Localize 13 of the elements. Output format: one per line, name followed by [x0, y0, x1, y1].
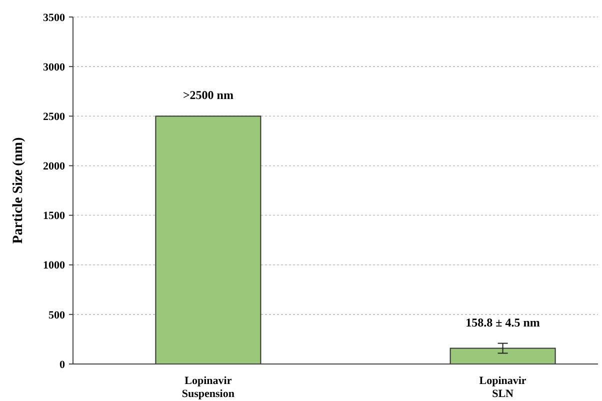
- y-tick-label: 3500: [43, 12, 66, 24]
- y-tick-label: 0: [60, 358, 66, 371]
- data-label: 158.8 ± 4.5 nm: [466, 315, 540, 330]
- y-tick-label: 1000: [43, 260, 66, 272]
- x-tick-label: Lopinavir SLN: [479, 375, 526, 400]
- y-tick-label: 2000: [43, 160, 66, 173]
- data-label: >2500 nm: [182, 88, 234, 102]
- y-tick-label: 500: [48, 309, 66, 322]
- x-tick-label: Lopinavir Suspension: [182, 375, 234, 400]
- y-axis-title: Particle Size (nm): [11, 136, 26, 244]
- y-tick-label: 2500: [43, 110, 66, 123]
- y-tick-label: 3000: [43, 61, 66, 74]
- y-tick-label: 1500: [43, 210, 66, 222]
